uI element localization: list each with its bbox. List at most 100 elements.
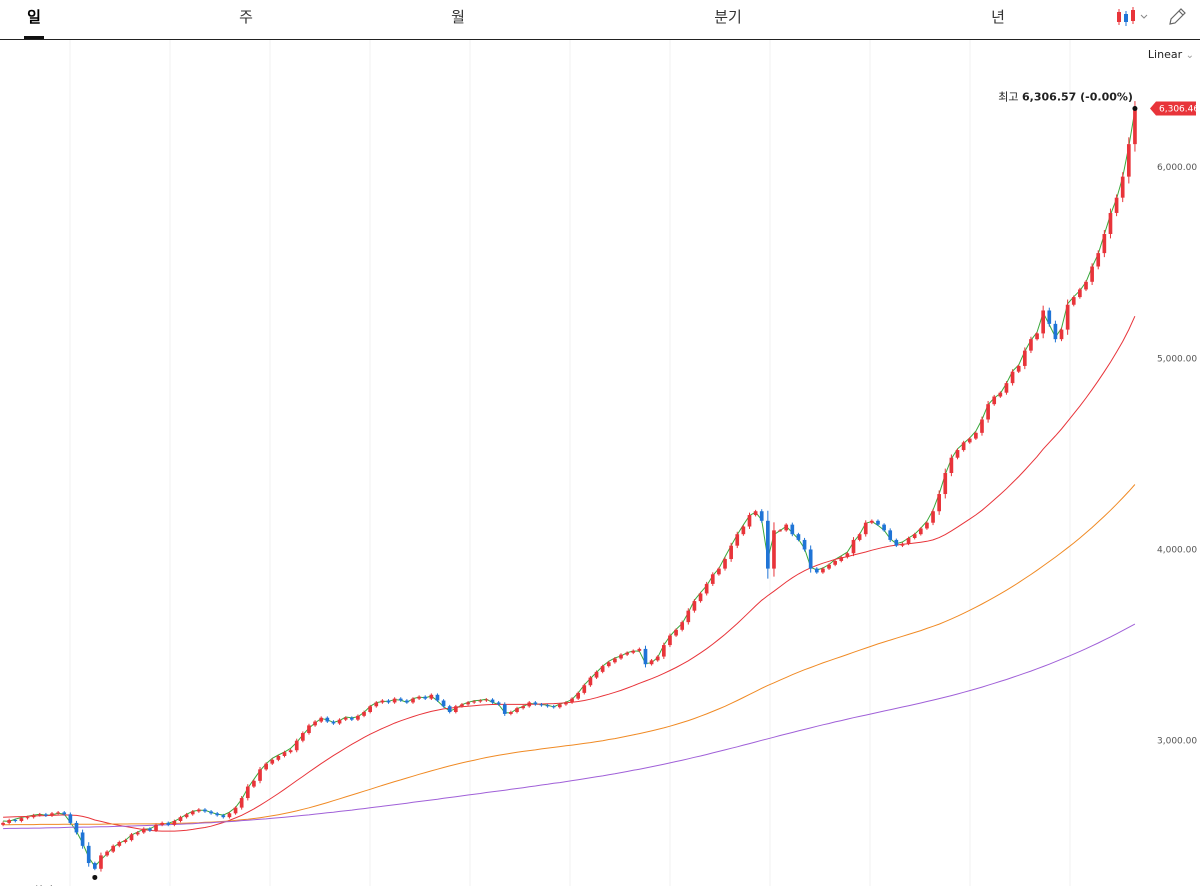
candle xyxy=(949,454,954,477)
candle xyxy=(551,704,556,709)
candle xyxy=(356,714,360,722)
tab-quarter[interactable]: 분기 xyxy=(714,8,742,26)
candle-body xyxy=(515,708,519,713)
candle xyxy=(484,698,489,702)
candle xyxy=(1065,299,1070,335)
candle xyxy=(1010,369,1015,386)
candle-body xyxy=(918,528,923,535)
candle-body xyxy=(1108,212,1113,234)
candle xyxy=(974,431,978,440)
candle xyxy=(606,660,611,668)
candle xyxy=(319,716,324,723)
candle-body xyxy=(68,814,73,823)
candle xyxy=(233,806,238,815)
price-tick-label: 6,000.00 xyxy=(1157,163,1197,173)
candle-body xyxy=(31,815,36,818)
candle-body xyxy=(649,660,654,665)
tab-week[interactable]: 주 xyxy=(239,8,253,26)
chart-annotations: 6,306.46 최고 6,306.57 (-0.00%) 최저 2,284.72 … xyxy=(33,90,1200,886)
candle xyxy=(447,704,452,714)
candle-body xyxy=(582,685,587,693)
candle xyxy=(686,608,691,625)
candle-body xyxy=(368,706,372,713)
candle-body xyxy=(197,809,201,812)
candle xyxy=(1071,295,1076,307)
tab-year[interactable]: 년 xyxy=(991,8,1005,26)
candle-body xyxy=(961,442,966,451)
chevron-down-icon: ⌄ xyxy=(1185,50,1194,61)
candle xyxy=(7,818,12,825)
candle xyxy=(912,532,917,540)
candle xyxy=(13,818,18,823)
candle xyxy=(576,691,581,700)
candle xyxy=(735,531,740,549)
candle xyxy=(802,537,807,552)
candle-body xyxy=(704,583,709,594)
candle xyxy=(717,567,721,576)
candle xyxy=(502,702,507,716)
candle xyxy=(80,829,85,849)
candle-body xyxy=(7,820,12,823)
candle-body xyxy=(888,530,893,540)
candle xyxy=(655,655,660,662)
candle-body xyxy=(1065,304,1070,330)
candle xyxy=(992,394,997,406)
draw-button[interactable] xyxy=(1164,4,1190,30)
scale-selector[interactable]: Linear ⌄ xyxy=(1148,48,1194,61)
candle-body xyxy=(576,692,581,699)
candle xyxy=(441,699,446,708)
candle xyxy=(588,675,593,687)
candle-body xyxy=(56,812,60,814)
candle-body xyxy=(129,834,134,841)
candle xyxy=(808,545,813,573)
candle-body xyxy=(1053,323,1058,340)
candle-body xyxy=(790,524,795,535)
candle-body xyxy=(1059,329,1064,340)
candle-body xyxy=(661,645,666,657)
candle-body xyxy=(331,721,336,724)
candle-body xyxy=(294,740,299,751)
candle xyxy=(135,831,140,836)
price-chart[interactable]: 3,000.00 4,000.00 5,000.00 6,000.00 6,306.4… xyxy=(0,40,1200,886)
chart-type-button[interactable] xyxy=(1114,4,1152,30)
high-label: 최고 xyxy=(998,90,1022,103)
candle-body xyxy=(178,817,183,821)
candle xyxy=(197,808,201,813)
ma-line-5 xyxy=(3,110,1136,868)
candle xyxy=(44,812,48,818)
candle xyxy=(1114,194,1119,217)
candle-body xyxy=(735,534,740,546)
candle xyxy=(56,811,60,815)
tab-month[interactable]: 월 xyxy=(451,8,465,26)
candle-body xyxy=(74,822,79,833)
candle xyxy=(1016,364,1021,374)
tab-day[interactable]: 일 xyxy=(27,8,41,26)
candle-body xyxy=(674,629,678,636)
candle-body xyxy=(99,855,103,869)
candle xyxy=(570,697,574,704)
candle-body xyxy=(814,568,819,573)
candle xyxy=(184,812,189,819)
candle xyxy=(62,811,67,816)
candle-body xyxy=(1029,339,1033,351)
ma-line-120 xyxy=(3,623,1136,830)
candle xyxy=(478,699,483,703)
candle-body xyxy=(13,820,18,822)
candle xyxy=(1,821,5,827)
candle xyxy=(747,512,752,529)
candle-body xyxy=(521,706,525,709)
candle-body xyxy=(686,610,691,623)
candle xyxy=(160,821,164,827)
candle-body xyxy=(25,817,30,819)
candle-body xyxy=(343,717,348,720)
candle-body xyxy=(356,715,360,720)
candle xyxy=(252,779,256,788)
candle xyxy=(190,810,195,816)
candle xyxy=(276,754,281,762)
candle xyxy=(1022,347,1027,370)
ma-line-20 xyxy=(3,315,1136,832)
candle-body xyxy=(466,702,470,705)
candle-body xyxy=(796,534,801,540)
high-value: 6,306.57 (-0.00%) xyxy=(1022,90,1133,103)
candle-body xyxy=(44,814,48,816)
